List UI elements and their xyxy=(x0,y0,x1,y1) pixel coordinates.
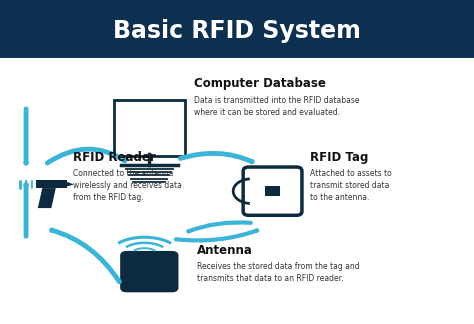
Text: Antenna: Antenna xyxy=(197,244,253,257)
FancyBboxPatch shape xyxy=(243,167,302,215)
Polygon shape xyxy=(36,180,67,188)
Text: RFID Reader: RFID Reader xyxy=(73,151,156,164)
Text: Basic RFID System: Basic RFID System xyxy=(113,19,361,43)
FancyBboxPatch shape xyxy=(0,0,474,58)
Text: Connected to the antenna
wirelessly and receives data
from the RFID tag.: Connected to the antenna wirelessly and … xyxy=(73,169,182,202)
Polygon shape xyxy=(67,182,74,187)
Text: Receives the stored data from the tag and
transmits that data to an RFID reader.: Receives the stored data from the tag an… xyxy=(197,262,359,283)
FancyBboxPatch shape xyxy=(114,100,185,156)
Text: RFID Tag: RFID Tag xyxy=(310,151,369,164)
Polygon shape xyxy=(38,188,56,208)
Text: Attached to assets to
transmit stored data
to the antenna.: Attached to assets to transmit stored da… xyxy=(310,169,392,202)
FancyBboxPatch shape xyxy=(120,251,178,292)
Text: Data is transmitted into the RFID database
where it can be stored and evaluated.: Data is transmitted into the RFID databa… xyxy=(194,96,360,117)
Text: Computer Database: Computer Database xyxy=(194,77,326,90)
FancyBboxPatch shape xyxy=(265,186,280,196)
